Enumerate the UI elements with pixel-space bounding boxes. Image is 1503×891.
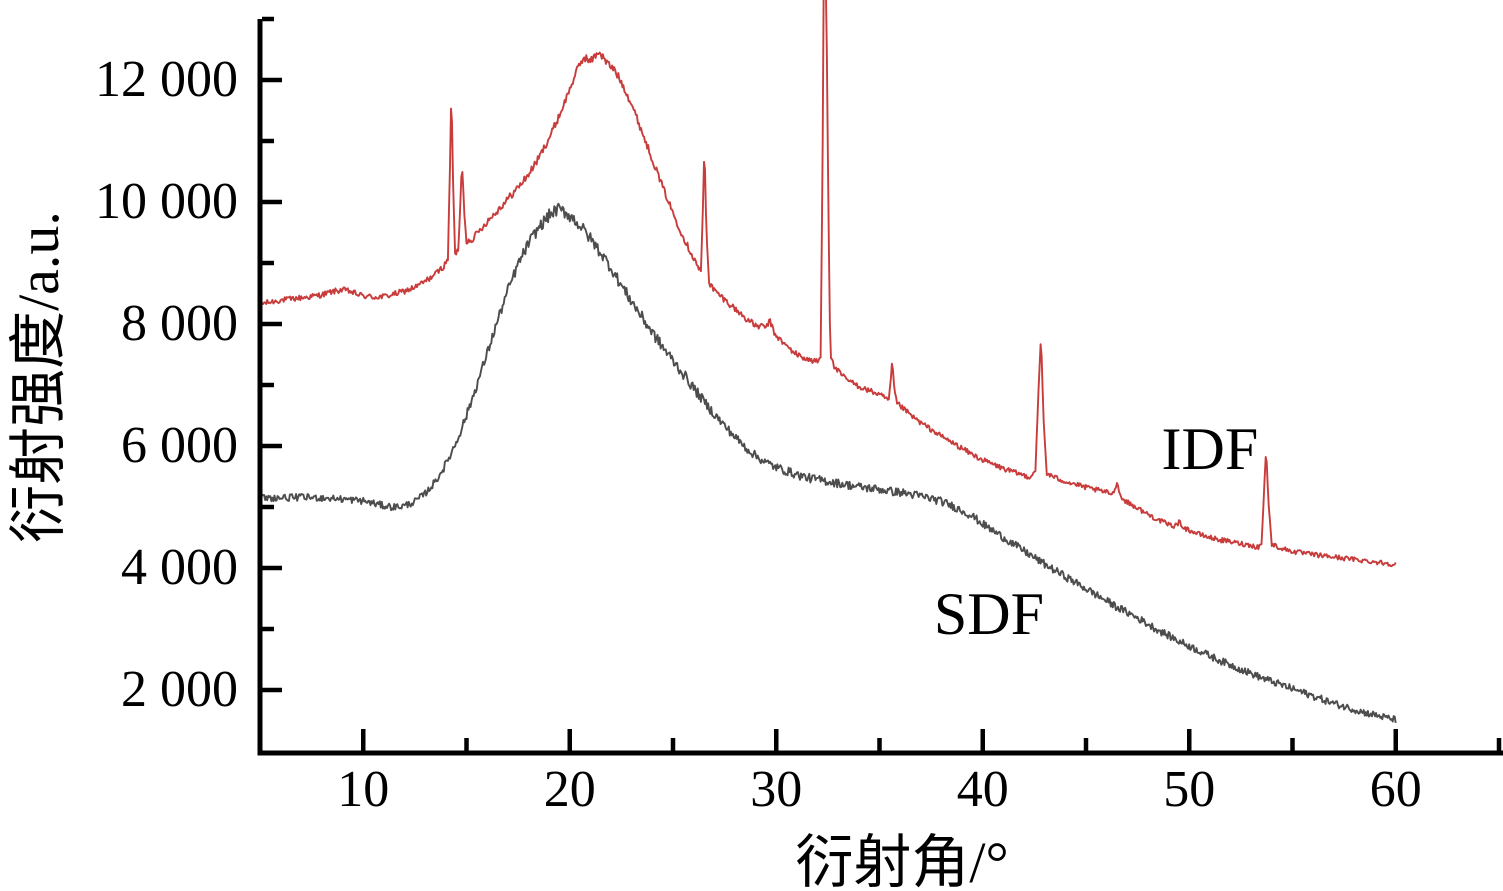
y-tick-label: 8 000 xyxy=(121,295,238,352)
x-tick-label: 10 xyxy=(337,761,390,818)
x-tick-label: 20 xyxy=(543,761,596,818)
y-axis-title: 衍射强度/a.u. xyxy=(6,211,71,543)
y-tick-label: 4 000 xyxy=(121,539,238,596)
y-tick-label: 10 000 xyxy=(95,173,238,230)
x-tick-label: 40 xyxy=(956,761,1009,818)
y-tick-label: 12 000 xyxy=(95,51,238,108)
y-tick-label: 6 000 xyxy=(121,417,238,474)
x-tick-label: 60 xyxy=(1369,761,1422,818)
x-tick-label: 50 xyxy=(1163,761,1216,818)
y-tick-label: 2 000 xyxy=(121,661,238,718)
curve-idf xyxy=(262,0,1397,568)
x-axis-title: 衍射角/° xyxy=(795,830,1009,891)
curve-sdf xyxy=(262,202,1397,724)
curve-label-idf: IDF xyxy=(1161,416,1259,483)
x-tick-label: 30 xyxy=(750,761,803,818)
curve-label-sdf: SDF xyxy=(933,580,1044,647)
